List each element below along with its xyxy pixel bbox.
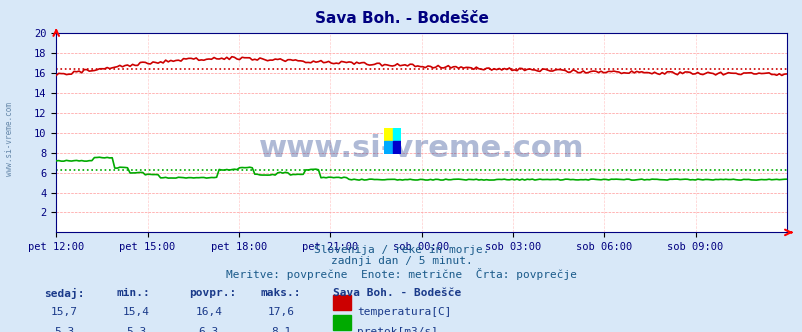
Text: maks.:: maks.:	[261, 288, 301, 298]
Text: www.si-vreme.com: www.si-vreme.com	[258, 134, 584, 163]
Text: min.:: min.:	[116, 288, 150, 298]
Text: Slovenija / reke in morje.: Slovenija / reke in morje.	[314, 245, 488, 255]
Text: povpr.:: povpr.:	[188, 288, 236, 298]
Text: 15,4: 15,4	[123, 307, 150, 317]
Bar	[392, 128, 401, 141]
Bar	[383, 141, 392, 154]
Text: 16,4: 16,4	[195, 307, 222, 317]
Text: Sava Boh. - Bodešče: Sava Boh. - Bodešče	[333, 288, 461, 298]
Bar	[333, 295, 350, 310]
Bar	[383, 128, 392, 141]
Bar	[392, 141, 401, 154]
Text: sedaj:: sedaj:	[44, 288, 84, 299]
Text: 8,1: 8,1	[270, 327, 291, 332]
Bar	[333, 314, 350, 330]
Text: 6,3: 6,3	[198, 327, 219, 332]
Text: 5,3: 5,3	[54, 327, 75, 332]
Text: Meritve: povprečne  Enote: metrične  Črta: povprečje: Meritve: povprečne Enote: metrične Črta:…	[225, 268, 577, 280]
Text: Sava Boh. - Bodešče: Sava Boh. - Bodešče	[314, 11, 488, 26]
Text: 5,3: 5,3	[126, 327, 147, 332]
Text: pretok[m3/s]: pretok[m3/s]	[357, 327, 438, 332]
Text: 17,6: 17,6	[267, 307, 294, 317]
Text: temperatura[C]: temperatura[C]	[357, 307, 452, 317]
Text: zadnji dan / 5 minut.: zadnji dan / 5 minut.	[330, 256, 472, 266]
Text: 15,7: 15,7	[51, 307, 78, 317]
Text: www.si-vreme.com: www.si-vreme.com	[5, 103, 14, 176]
